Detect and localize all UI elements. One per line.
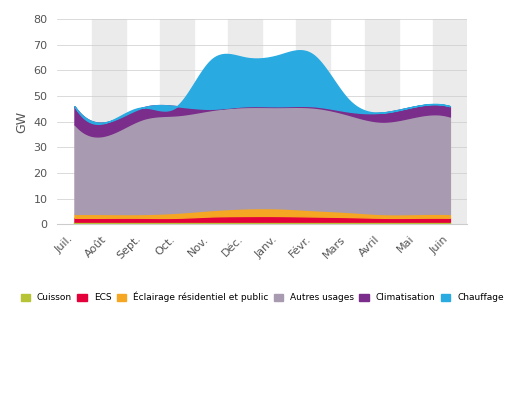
Bar (228, 19, 262, 224)
Legend: Cuisson, ECS, Éclairage résidentiel et public, Autres usages, Climatisation, Cha: Cuisson, ECS, Éclairage résidentiel et p… (17, 288, 507, 306)
Bar (296, 19, 331, 224)
Bar (433, 19, 467, 224)
Y-axis label: GW: GW (15, 111, 28, 133)
Bar (160, 19, 194, 224)
Bar (92, 19, 126, 224)
Bar (365, 19, 399, 224)
